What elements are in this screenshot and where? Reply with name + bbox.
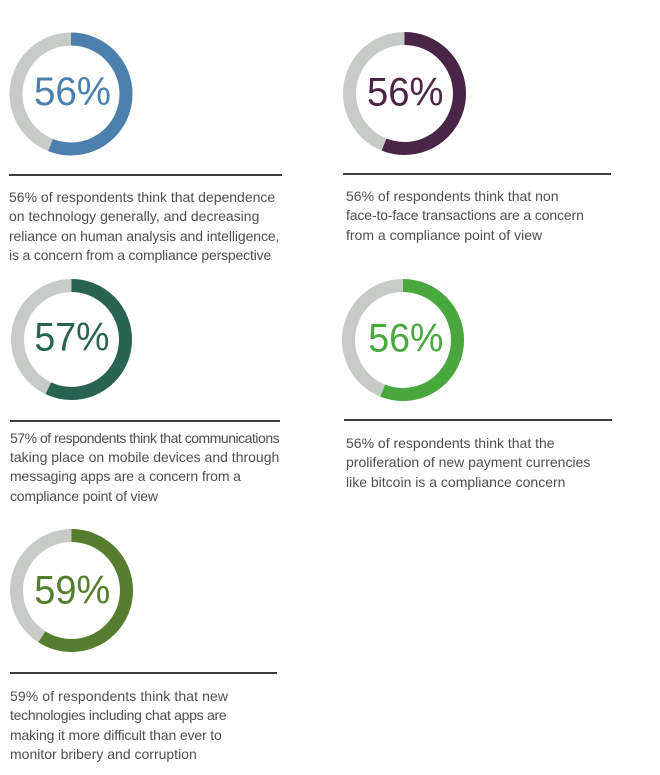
svg-text:56%: 56% [368,317,443,361]
svg-text:56%: 56% [367,70,444,114]
svg-text:56%: 56% [34,70,111,114]
svg-text:59%: 59% [34,568,110,612]
svg-text:57%: 57% [34,315,109,359]
